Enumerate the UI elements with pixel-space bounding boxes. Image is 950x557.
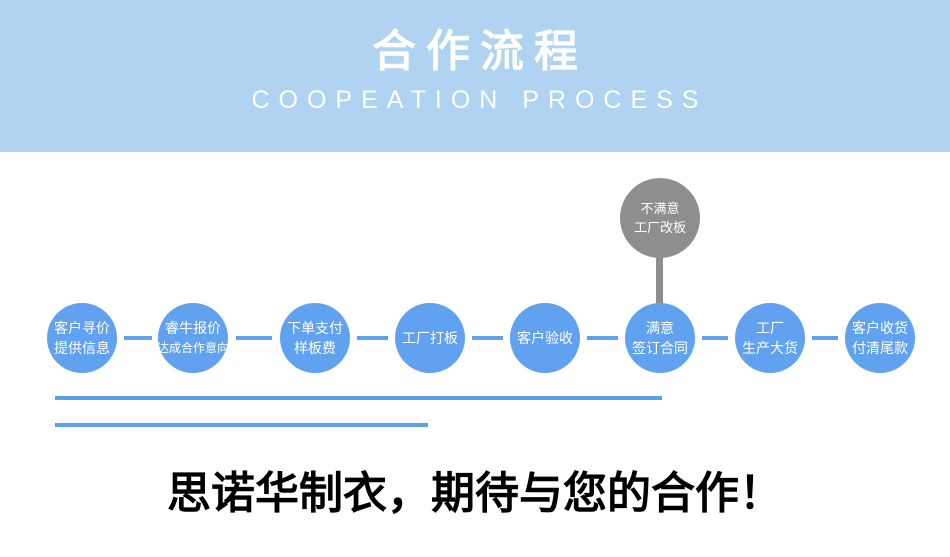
flow-node-label: 睿牛报价: [165, 320, 221, 336]
flow-connector: [812, 336, 838, 340]
flow-node-label: 满意: [646, 320, 674, 336]
flow-node-unsatisfied: 不满意 工厂改板: [620, 178, 700, 258]
flow-node-label: 工厂打板: [402, 330, 458, 346]
flow-node-label: 签订合同: [632, 340, 688, 356]
flow-node-label: 客户寻价: [54, 320, 110, 336]
flow-node-label: 客户收货: [852, 320, 908, 336]
flow-node-receive-goods: 客户收货 付清尾款: [845, 303, 915, 373]
flow-connector: [702, 336, 728, 340]
page-title: 合作流程: [372, 27, 588, 76]
flow-node-customer-inquiry: 客户寻价 提供信息: [47, 303, 117, 373]
flow-connector: [236, 336, 272, 340]
flow-node-label: 工厂: [756, 320, 784, 336]
flow-node-factory-sampling: 工厂打板: [395, 303, 465, 373]
flow-node-sign-contract: 满意 签订合同: [625, 303, 695, 373]
page-subtitle: COOPEATION PROCESS: [251, 86, 708, 114]
banner: 合作流程 COOPEATION PROCESS: [0, 0, 950, 152]
flow-node-label: 不满意: [640, 201, 680, 216]
flow-node-label: 生产大货: [742, 340, 798, 356]
footer-slogan: 思诺华制衣，期待与您的合作！: [167, 469, 783, 518]
branch-connector-line: [656, 257, 663, 304]
flow-connector: [357, 336, 388, 340]
flow-node-quotation: 睿牛报价 达成合作意向: [157, 303, 230, 373]
flow-node-label: 工厂改板: [633, 220, 686, 235]
flow-connector: [472, 336, 503, 340]
flow-node-bulk-production: 工厂 生产大货: [735, 303, 805, 373]
divider-line: [55, 423, 428, 427]
flow-node-customer-acceptance: 客户验收: [510, 303, 580, 373]
divider-line: [55, 396, 662, 400]
flow-node-label: 客户验收: [517, 330, 573, 346]
flow-node-label: 提供信息: [54, 340, 110, 356]
flow-connector: [124, 336, 152, 340]
flow-node-order-payment: 下单支付 样板费: [280, 303, 350, 373]
flow-node-label: 达成合作意向: [157, 341, 230, 355]
flow-node-label: 样板费: [294, 340, 336, 356]
flow-node-label: 下单支付: [287, 320, 343, 336]
flow-node-label: 付清尾款: [852, 340, 908, 356]
flow-connector: [587, 336, 618, 340]
